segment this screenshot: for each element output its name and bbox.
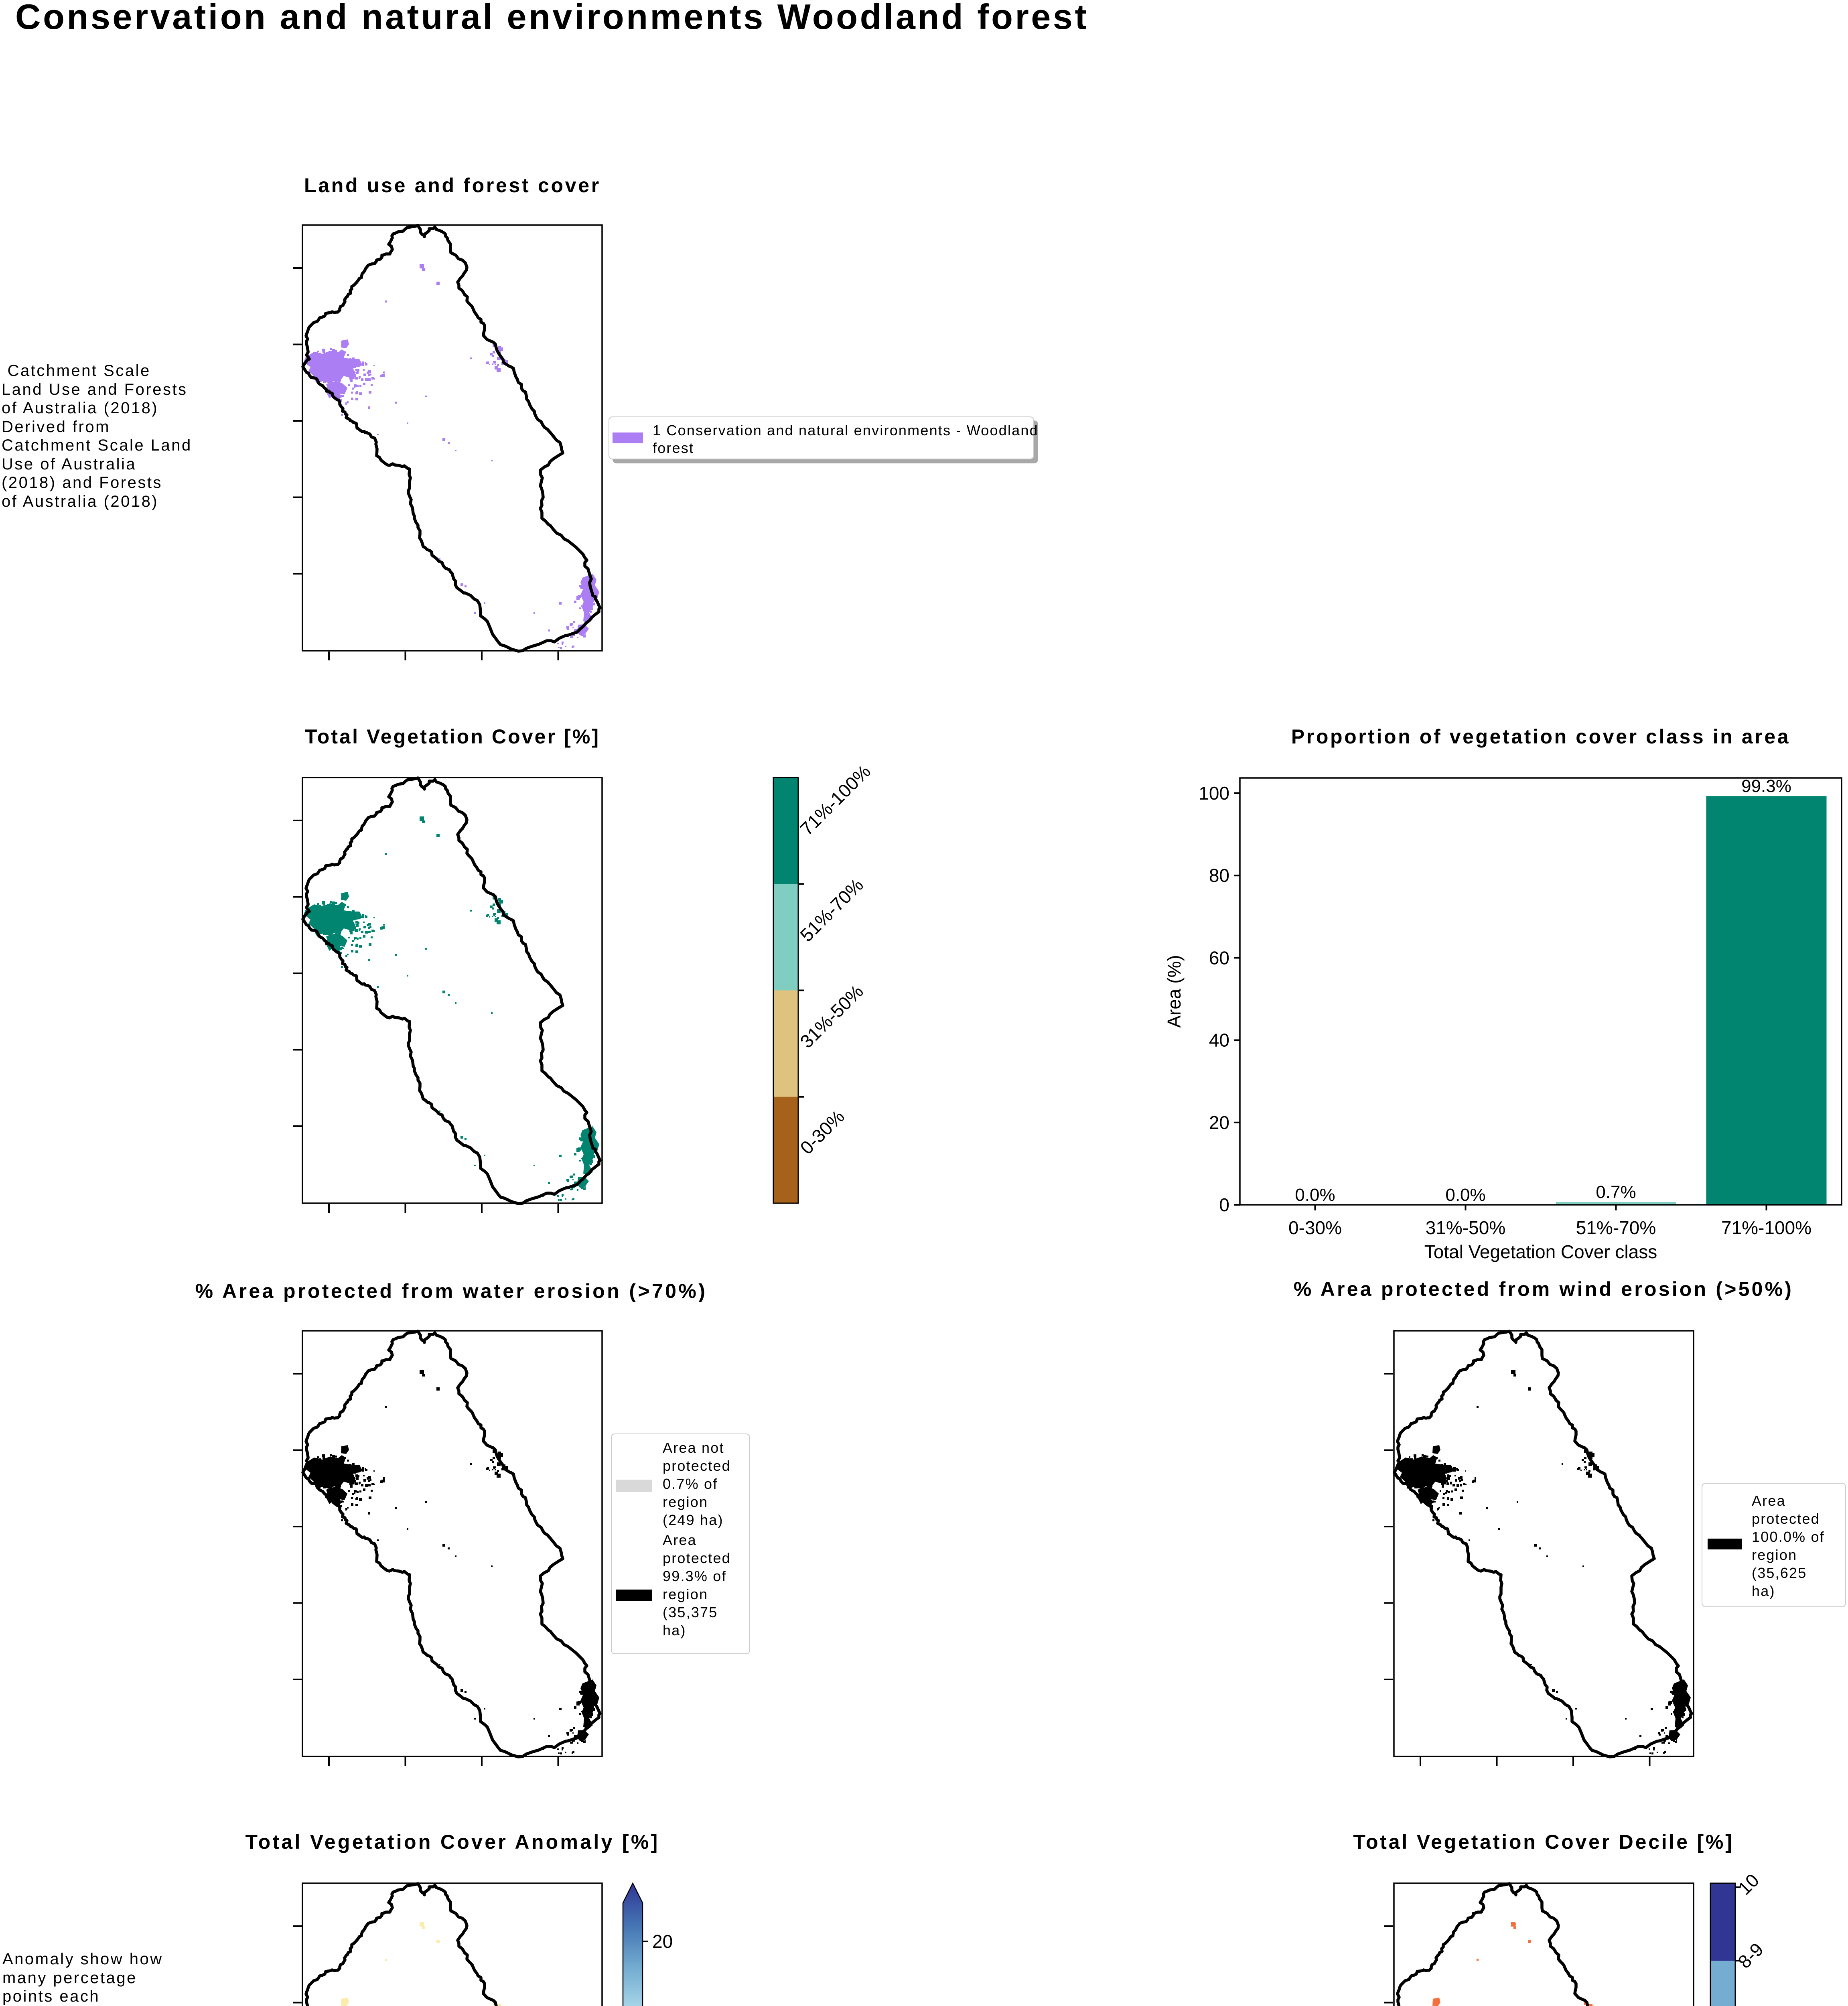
- svg-text:Area (%): Area (%): [1164, 955, 1185, 1027]
- svg-text:0.7%: 0.7%: [1596, 1182, 1636, 1202]
- svg-text:10: 10: [1734, 1870, 1763, 1899]
- svg-text:0-30%: 0-30%: [796, 1106, 848, 1158]
- svg-text:20: 20: [1209, 1112, 1229, 1133]
- svg-text:31%-50%: 31%-50%: [796, 981, 867, 1052]
- svg-text:31%-50%: 31%-50%: [1426, 1217, 1505, 1238]
- svg-text:51%-70%: 51%-70%: [796, 874, 867, 946]
- svg-text:60: 60: [1209, 947, 1229, 968]
- svg-text:100: 100: [1199, 783, 1229, 804]
- svg-text:0: 0: [1219, 1194, 1229, 1215]
- svg-text:8-9: 8-9: [1734, 1939, 1767, 1972]
- svg-text:0-30%: 0-30%: [1288, 1217, 1342, 1238]
- svg-text:20: 20: [652, 1931, 673, 1952]
- svg-text:0.0%: 0.0%: [1295, 1185, 1335, 1205]
- svg-text:0.0%: 0.0%: [1445, 1185, 1485, 1205]
- svg-text:40: 40: [1209, 1030, 1229, 1051]
- svg-text:Total Vegetation Cover class: Total Vegetation Cover class: [1424, 1241, 1657, 1262]
- svg-text:71%-100%: 71%-100%: [1721, 1217, 1811, 1238]
- svg-text:51%-70%: 51%-70%: [1576, 1217, 1656, 1238]
- svg-text:80: 80: [1209, 865, 1229, 886]
- svg-text:71%-100%: 71%-100%: [796, 761, 874, 839]
- svg-text:99.3%: 99.3%: [1741, 776, 1791, 796]
